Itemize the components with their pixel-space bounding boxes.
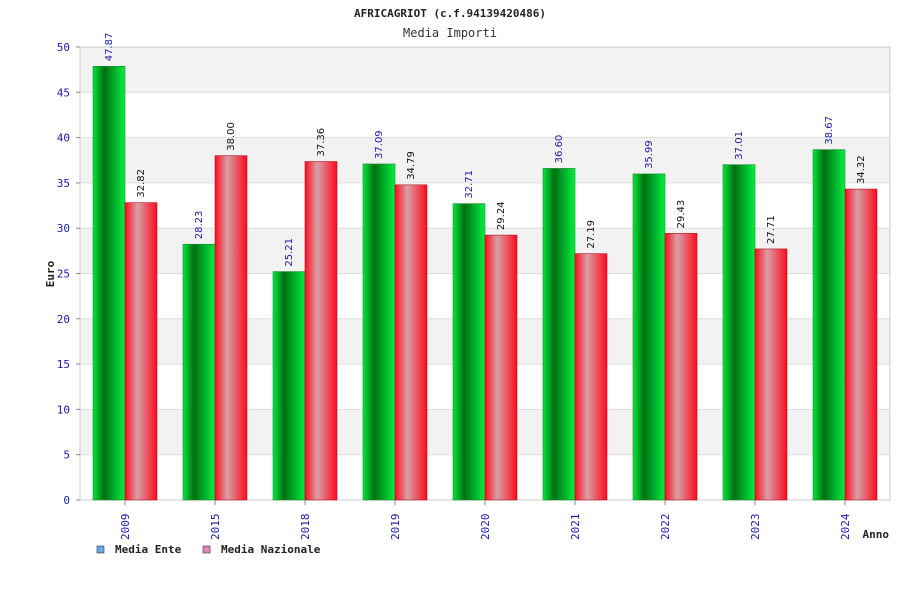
bars — [92, 65, 878, 501]
y-tick-label: 40 — [57, 132, 70, 145]
data-label-media-nazionale-2015: 38.00 — [226, 122, 237, 151]
y-tick-label: 50 — [57, 41, 70, 54]
bar-media-nazionale-2024 — [844, 188, 878, 501]
bar-media-nazionale-2023 — [754, 248, 788, 501]
legend-label-media-nazionale: Media Nazionale — [221, 543, 321, 556]
y-tick-label: 20 — [57, 313, 70, 326]
bar-media-ente-2015 — [182, 243, 216, 501]
data-label-media-nazionale-2022: 29.43 — [676, 200, 687, 229]
bar-media-nazionale-2018 — [304, 161, 338, 501]
x-tick-label: 2024 — [839, 513, 852, 540]
x-tick-label: 2022 — [659, 514, 672, 541]
data-label-media-nazionale-2018: 37.36 — [316, 128, 327, 157]
y-axis-ticks: 0 5 10 15 20 25 30 35 40 45 50 — [57, 41, 80, 507]
x-tick-label: 2018 — [299, 514, 312, 541]
plot-band — [80, 137, 890, 183]
plot-band — [80, 47, 890, 93]
bar-media-ente-2009 — [92, 65, 126, 501]
y-tick-label: 5 — [63, 449, 70, 462]
y-tick-label: 25 — [57, 268, 70, 281]
x-tick-label: 2023 — [749, 514, 762, 541]
y-tick-label: 15 — [57, 358, 70, 371]
data-label-media-nazionale-2024: 34.32 — [856, 155, 867, 184]
bar-media-nazionale-2020 — [484, 234, 518, 501]
bar-labels: 47.87 32.82 28.23 38.00 25.21 37.36 37.09 34.79… — [104, 33, 867, 267]
bar-media-ente-2021 — [542, 168, 576, 501]
x-axis-label: Anno — [863, 528, 890, 541]
bar-media-nazionale-2009 — [124, 202, 158, 501]
chart-subtitle: Media Importi — [403, 26, 497, 40]
data-label-media-nazionale-2023: 27.71 — [766, 215, 777, 244]
y-tick-label: 30 — [57, 222, 70, 235]
y-axis-label: Euro — [44, 260, 57, 287]
data-label-media-ente-2024: 38.67 — [824, 116, 835, 145]
data-label-media-ente-2015: 28.23 — [194, 211, 205, 240]
data-label-media-nazionale-2020: 29.24 — [496, 201, 507, 230]
x-axis-ticks: 2009 2015 2018 2019 2020 2021 2022 2023 2024 — [119, 500, 852, 540]
bar-media-ente-2023 — [722, 164, 756, 501]
y-tick-label: 45 — [57, 86, 70, 99]
x-tick-label: 2020 — [479, 514, 492, 541]
data-label-media-nazionale-2019: 34.79 — [406, 151, 417, 180]
legend: Media Ente Media Nazionale — [96, 543, 321, 556]
data-label-media-ente-2020: 32.71 — [464, 170, 475, 199]
x-tick-label: 2019 — [389, 514, 402, 541]
data-label-media-ente-2022: 35.99 — [644, 140, 655, 169]
x-tick-label: 2021 — [569, 514, 582, 541]
data-label-media-ente-2018: 25.21 — [284, 238, 295, 267]
data-label-media-ente-2009: 47.87 — [104, 33, 115, 62]
bar-media-nazionale-2019 — [394, 184, 428, 501]
x-tick-label: 2009 — [119, 514, 132, 541]
data-label-media-ente-2021: 36.60 — [554, 135, 565, 164]
data-label-media-ente-2019: 37.09 — [374, 130, 385, 159]
bar-media-nazionale-2015 — [214, 155, 248, 501]
bar-media-ente-2024 — [812, 149, 846, 501]
plot-band — [80, 92, 890, 138]
bar-media-ente-2022 — [632, 173, 666, 501]
legend-swatch-media-nazionale — [202, 545, 211, 554]
data-label-media-ente-2023: 37.01 — [734, 131, 745, 160]
bar-media-ente-2020 — [452, 203, 486, 501]
legend-swatch-media-ente — [96, 545, 105, 554]
y-tick-label: 0 — [63, 494, 70, 507]
x-tick-label: 2015 — [209, 514, 222, 541]
bar-media-nazionale-2022 — [664, 233, 698, 501]
data-label-media-nazionale-2009: 32.82 — [136, 169, 147, 198]
y-tick-label: 35 — [57, 177, 70, 190]
y-tick-label: 10 — [57, 403, 70, 416]
data-label-media-nazionale-2021: 27.19 — [586, 220, 597, 249]
legend-label-media-ente: Media Ente — [115, 543, 182, 556]
bar-media-ente-2019 — [362, 163, 396, 501]
chart-title: AFRICAGRIOT (c.f.94139420486) — [354, 7, 546, 20]
bar-media-ente-2018 — [272, 271, 306, 501]
bar-media-nazionale-2021 — [574, 253, 608, 501]
